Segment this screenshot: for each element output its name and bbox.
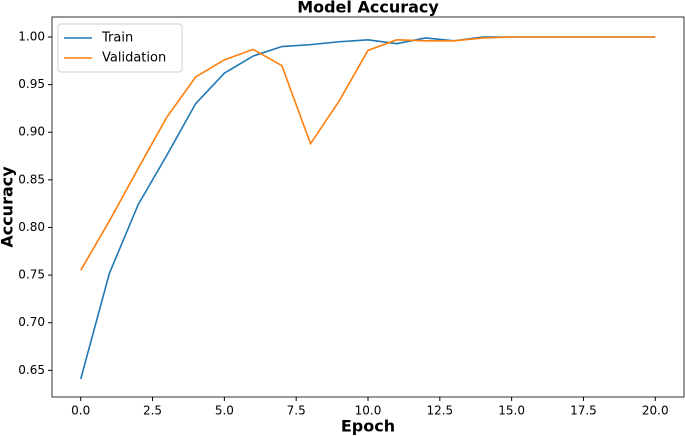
x-tick-label: 5.0 <box>215 404 234 418</box>
x-tick-label: 2.5 <box>143 404 162 418</box>
y-tick-label: 0.90 <box>18 125 45 139</box>
y-tick-label: 0.85 <box>18 172 45 186</box>
x-tick-label: 17.5 <box>570 404 597 418</box>
x-tick-label: 12.5 <box>426 404 453 418</box>
plot-frame <box>51 16 685 398</box>
y-tick-label: 0.75 <box>18 268 45 282</box>
series-line <box>79 36 656 380</box>
x-tick-label: 7.5 <box>287 404 306 418</box>
y-tick-label: 0.80 <box>18 220 45 234</box>
y-tick-label: 0.65 <box>18 363 45 377</box>
legend-box <box>57 23 183 73</box>
y-axis-label: Accuracy <box>0 166 17 248</box>
x-tick-label: 15.0 <box>498 404 525 418</box>
y-tick-label: 0.70 <box>18 315 45 329</box>
y-tick-label: 1.00 <box>18 30 45 44</box>
legend-label: Train <box>101 31 133 46</box>
x-tick-label: 20.0 <box>642 404 669 418</box>
legend-label: Validation <box>102 51 166 66</box>
x-tick-label: 0.0 <box>71 404 90 418</box>
series-line <box>80 36 656 271</box>
y-tick-label: 0.95 <box>18 77 45 91</box>
x-tick-label: 10.0 <box>355 404 382 418</box>
x-axis-label: Epoch <box>341 417 395 436</box>
chart-title: Model Accuracy <box>297 0 439 17</box>
